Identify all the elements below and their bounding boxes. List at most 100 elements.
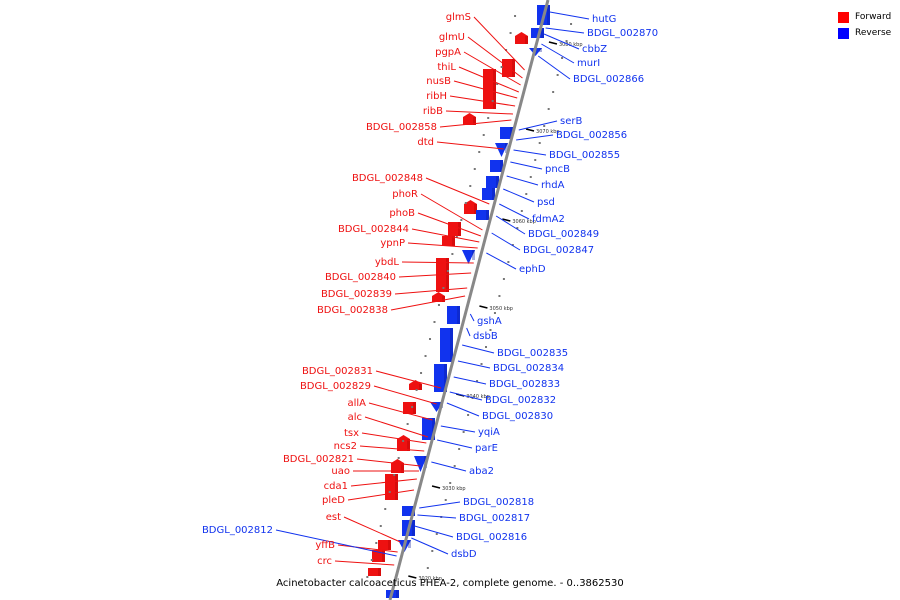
forward-gene-label-phob[interactable]: phoB: [389, 208, 415, 219]
reverse-gene-leader-line: [506, 175, 539, 186]
minor-mark: [415, 389, 418, 391]
forward-gene-label-dtd[interactable]: dtd: [417, 137, 434, 148]
forward-gene-label-bdgl-002821[interactable]: BDGL_002821: [283, 454, 354, 465]
legend: Forward Reverse: [838, 9, 891, 41]
forward-gene-label-alc[interactable]: alc: [348, 412, 362, 423]
kbp-tick: [502, 218, 511, 222]
reverse-gene-leader-line: [431, 461, 467, 472]
forward-gene-label-bdgl-002829[interactable]: BDGL_002829: [300, 381, 371, 392]
reverse-gene-label-cbbz[interactable]: cbbZ: [582, 44, 607, 55]
minor-mark: [491, 100, 494, 102]
forward-gene-label-alla[interactable]: allA: [347, 398, 366, 409]
forward-gene-leader-line: [343, 516, 401, 543]
forward-gene-label-bdgl-002848[interactable]: BDGL_002848: [352, 173, 423, 184]
reverse-gene-label-bdgl-002830[interactable]: BDGL_002830: [482, 411, 553, 422]
reverse-gene-label-bdgl-002849[interactable]: BDGL_002849: [528, 229, 599, 240]
minor-mark: [426, 567, 429, 569]
reverse-gene-block: [495, 143, 508, 157]
forward-gene-label-phor[interactable]: phoR: [392, 189, 418, 200]
minor-mark: [437, 304, 440, 306]
reverse-gene-block: [476, 210, 489, 220]
reverse-gene-leader-line: [543, 33, 580, 50]
reverse-gene-label-bdgl-002832[interactable]: BDGL_002832: [485, 395, 556, 406]
legend-forward-label: Forward: [855, 12, 892, 22]
reverse-gene-label-bdgl-002833[interactable]: BDGL_002833: [489, 379, 560, 390]
forward-gene-label-bdgl-002840[interactable]: BDGL_002840: [325, 272, 396, 283]
forward-gene-leader-line: [337, 544, 398, 553]
minor-mark: [500, 66, 503, 68]
forward-gene-leader-line: [449, 95, 516, 107]
reverse-gene-label-bdgl-002834[interactable]: BDGL_002834: [493, 363, 564, 374]
reverse-gene-label-bdgl-002818[interactable]: BDGL_002818: [463, 497, 534, 508]
reverse-gene-label-pare[interactable]: parE: [475, 443, 498, 454]
minor-mark: [478, 151, 481, 153]
minor-mark: [375, 542, 378, 544]
reverse-gene-label-psd[interactable]: psd: [537, 197, 555, 208]
reverse-gene-block-shade: [444, 364, 447, 392]
reverse-gene-label-bdgl-002870[interactable]: BDGL_002870: [587, 28, 658, 39]
reverse-gene-label-ephd[interactable]: ephD: [519, 264, 546, 275]
forward-gene-label-thil[interactable]: thiL: [437, 62, 456, 73]
reverse-gene-label-bdgl-002812[interactable]: BDGL_002812: [202, 525, 273, 536]
reverse-gene-label-hutg[interactable]: hutG: [592, 14, 616, 25]
reverse-gene-block: [462, 250, 475, 264]
forward-gene-label-ribb[interactable]: ribB: [423, 106, 443, 117]
reverse-gene-label-bdgl-002855[interactable]: BDGL_002855: [549, 150, 620, 161]
forward-gene-block-shade: [452, 236, 455, 246]
forward-gene-label-pled[interactable]: pleD: [322, 495, 345, 506]
forward-gene-label-glmu[interactable]: glmU: [439, 32, 465, 43]
forward-gene-label-ncs2[interactable]: ncs2: [334, 441, 357, 452]
forward-gene-leader-line: [453, 80, 518, 99]
reverse-gene-label-muri[interactable]: murI: [577, 58, 600, 69]
forward-gene-label-ribh[interactable]: ribH: [426, 91, 447, 102]
forward-gene-label-est[interactable]: est: [326, 512, 341, 523]
reverse-gene-label-fdma2[interactable]: fdmA2: [532, 214, 565, 225]
minor-mark: [489, 329, 492, 331]
forward-gene-label-crc[interactable]: crc: [317, 556, 332, 567]
reverse-gene-label-dsbb[interactable]: dsbB: [473, 331, 498, 342]
reverse-gene-label-serb[interactable]: serB: [560, 116, 582, 127]
minor-mark: [496, 83, 499, 85]
reverse-gene-label-bdgl-002835[interactable]: BDGL_002835: [497, 348, 568, 359]
reverse-gene-leader-line: [275, 529, 397, 557]
reverse-gene-label-yqia[interactable]: yqiA: [478, 427, 500, 438]
forward-gene-label-glms[interactable]: glmS: [446, 12, 471, 23]
forward-gene-label-ybdl[interactable]: ybdL: [375, 257, 400, 268]
reverse-gene-label-aba2[interactable]: aba2: [469, 466, 494, 477]
kbp-tick: [479, 305, 488, 309]
forward-gene-label-bdgl-002831[interactable]: BDGL_002831: [302, 366, 373, 377]
forward-gene-label-cda1[interactable]: cda1: [324, 481, 348, 492]
forward-gene-label-ypnp[interactable]: ypnP: [380, 238, 405, 249]
reverse-gene-label-bdgl-002816[interactable]: BDGL_002816: [456, 532, 527, 543]
reverse-gene-block-shade: [547, 5, 550, 25]
forward-gene-block-shade: [401, 463, 404, 473]
kbp-tick: [431, 485, 441, 489]
kbp-tick-label: 3060 kbp: [512, 219, 536, 225]
legend-forward: Forward: [838, 9, 891, 25]
forward-gene-leader-line: [398, 272, 472, 278]
forward-gene-label-bdgl-002839[interactable]: BDGL_002839: [321, 289, 392, 300]
reverse-gene-label-gsha[interactable]: gshA: [477, 316, 502, 327]
reverse-gene-leader-line: [453, 376, 487, 385]
reverse-gene-label-pncb[interactable]: pncB: [545, 164, 570, 175]
reverse-gene-label-dsbd[interactable]: dsbD: [451, 549, 477, 560]
reverse-gene-block: [490, 160, 503, 172]
minor-mark: [433, 321, 436, 323]
forward-gene-label-bdgl-002844[interactable]: BDGL_002844: [338, 224, 409, 235]
forward-gene-label-bdgl-002858[interactable]: BDGL_002858: [366, 122, 437, 133]
forward-gene-leader-line: [473, 16, 525, 71]
forward-gene-label-bdgl-002838[interactable]: BDGL_002838: [317, 305, 388, 316]
forward-gene-label-yffb[interactable]: yffB: [315, 540, 335, 551]
forward-gene-label-tsx[interactable]: tsx: [344, 428, 359, 439]
reverse-gene-label-bdgl-002847[interactable]: BDGL_002847: [523, 245, 594, 256]
reverse-gene-label-bdgl-002856[interactable]: BDGL_002856: [556, 130, 627, 141]
forward-gene-label-nusb[interactable]: nusB: [426, 76, 451, 87]
reverse-gene-label-bdgl-002817[interactable]: BDGL_002817: [459, 513, 530, 524]
reverse-gene-label-rhda[interactable]: rhdA: [541, 180, 565, 191]
forward-gene-leader-line: [467, 36, 523, 79]
forward-gene-label-uao[interactable]: uao: [331, 466, 350, 477]
minor-mark: [476, 380, 479, 382]
reverse-gene-label-bdgl-002866[interactable]: BDGL_002866: [573, 74, 644, 85]
forward-gene-label-pgpa[interactable]: pgpA: [435, 47, 461, 58]
reverse-gene-block-shade: [541, 28, 544, 38]
